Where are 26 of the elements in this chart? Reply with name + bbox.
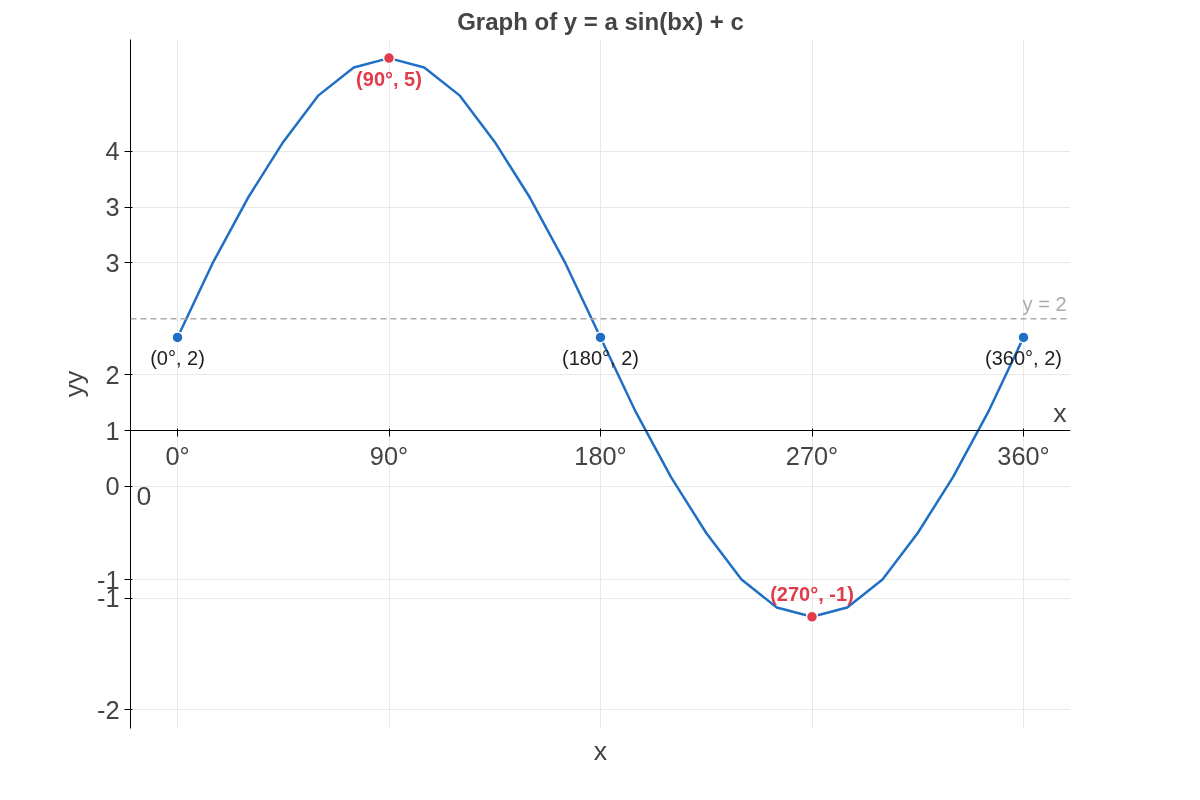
chart-title: Graph of y = a sin(bx) + c bbox=[457, 7, 744, 35]
y-tick-label: 3 bbox=[105, 248, 120, 277]
annotation: x bbox=[1053, 397, 1068, 428]
point bbox=[1017, 331, 1030, 344]
point bbox=[805, 610, 819, 624]
ref-line-label: y = 2 bbox=[1022, 292, 1067, 315]
y-tick-label: 2 bbox=[105, 360, 120, 389]
y-tick-label: 4 bbox=[105, 137, 120, 166]
y-tick-label: 1 bbox=[105, 416, 120, 445]
annotation: (0°, 2) bbox=[150, 347, 205, 370]
y-tick-label: 3 bbox=[105, 193, 120, 222]
x-tick-label: 360° bbox=[997, 441, 1050, 470]
annotation: 0 bbox=[136, 480, 152, 511]
point bbox=[594, 331, 607, 344]
x-tick-label: 180° bbox=[574, 441, 627, 470]
point bbox=[382, 51, 396, 65]
y-tick-label: 0 bbox=[105, 472, 120, 501]
x-tick-label: 270° bbox=[785, 441, 839, 470]
x-tick-label: 90° bbox=[369, 441, 409, 470]
annotation: (90°, 5) bbox=[356, 68, 422, 91]
annotation: (270°, -1) bbox=[770, 582, 854, 605]
x-tick-label: 0° bbox=[165, 441, 190, 470]
x-axis-title: x bbox=[593, 735, 608, 766]
point bbox=[171, 331, 184, 344]
y-axis-title: yy bbox=[58, 370, 89, 398]
y-tick-label: -2 bbox=[96, 695, 120, 724]
